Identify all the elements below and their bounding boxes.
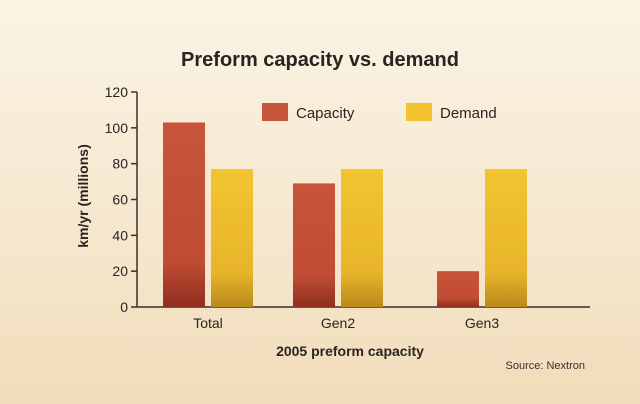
x-axis-title: 2005 preform capacity bbox=[276, 343, 424, 359]
legend: Capacity Demand bbox=[262, 103, 497, 122]
y-axis-title: km/yr (millions) bbox=[75, 144, 91, 247]
y-tick-label: 100 bbox=[105, 120, 129, 136]
bar-capacity-total bbox=[163, 122, 205, 307]
x-tick-label: Gen2 bbox=[321, 315, 355, 331]
bar-demand-gen3 bbox=[485, 169, 527, 307]
x-ticks: Total Gen2 Gen3 bbox=[193, 315, 499, 331]
x-tick-label: Gen3 bbox=[465, 315, 499, 331]
bar-capacity-gen2 bbox=[293, 183, 335, 307]
y-tick-label: 20 bbox=[112, 263, 128, 279]
bar-capacity-gen3 bbox=[437, 271, 479, 307]
y-tick-label: 60 bbox=[112, 192, 128, 208]
legend-label-capacity: Capacity bbox=[296, 105, 355, 122]
legend-label-demand: Demand bbox=[440, 105, 497, 122]
y-tick-label: 80 bbox=[112, 156, 128, 172]
chart-title: Preform capacity vs. demand bbox=[181, 49, 459, 71]
y-tick-label: 0 bbox=[120, 299, 128, 315]
x-tick-label: Total bbox=[193, 315, 223, 331]
y-tick-label: 120 bbox=[105, 84, 129, 100]
bar-demand-gen2 bbox=[341, 169, 383, 307]
y-tick-label: 40 bbox=[112, 227, 128, 243]
y-axis: 0 20 40 60 80 100 120 bbox=[105, 84, 138, 315]
legend-swatch-demand bbox=[406, 103, 432, 121]
source-note: Source: Nextron bbox=[506, 360, 585, 372]
bars bbox=[163, 122, 527, 307]
bar-demand-total bbox=[211, 169, 253, 307]
legend-swatch-capacity bbox=[262, 103, 288, 121]
